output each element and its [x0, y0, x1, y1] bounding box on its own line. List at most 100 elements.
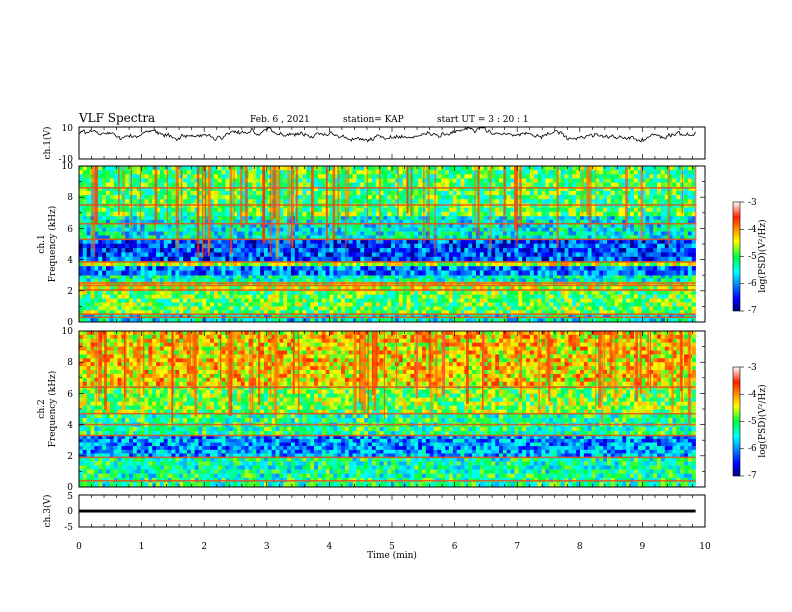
- spectrogram-cell: [352, 252, 357, 258]
- spectrogram-cell: [518, 265, 523, 271]
- spectrogram-cell: [387, 178, 392, 183]
- spectrogram-cell: [472, 318, 477, 323]
- spectrogram-cell: [545, 239, 550, 244]
- spectrogram-cell: [198, 170, 203, 175]
- spectrogram-cell: [664, 166, 669, 171]
- spectrogram-cell: [684, 270, 689, 276]
- spectrogram-cell: [522, 215, 527, 221]
- spectrogram-cell: [657, 239, 662, 244]
- spectrogram-cell: [198, 302, 203, 307]
- spectrogram-cell: [290, 256, 296, 262]
- spectrogram-cell: [240, 223, 246, 228]
- spectrogram-cell: [410, 219, 415, 225]
- spectrogram-cell: [352, 294, 357, 299]
- spectrogram-cell: [348, 302, 353, 307]
- spectrogram-cell: [580, 298, 585, 303]
- spectrogram-cell: [448, 248, 454, 253]
- spectrogram-cell: [633, 243, 639, 249]
- spectrogram-cell: [433, 278, 438, 282]
- spectrogram-cell: [456, 235, 461, 240]
- spectrogram-cell: [283, 243, 288, 249]
- spectrogram-cell: [198, 252, 203, 258]
- spectrogram-cell: [317, 270, 323, 276]
- spectrogram-cell: [599, 170, 604, 175]
- spectrogram-cell: [583, 278, 588, 282]
- spectrogram-cell: [572, 219, 577, 225]
- spectrogram-cell: [244, 306, 249, 311]
- spectrogram-cell: [117, 178, 122, 183]
- spectrogram-cell: [487, 306, 492, 311]
- spectrogram-cell: [603, 223, 608, 228]
- spectrogram-cell: [522, 239, 527, 244]
- spectrogram-cell: [129, 306, 134, 311]
- spectrogram-cell: [614, 314, 619, 319]
- spectrogram-cell: [641, 170, 646, 175]
- spectrogram-cell: [298, 227, 303, 232]
- spectrogram-cell: [510, 239, 515, 244]
- spectrogram-cell: [152, 170, 157, 175]
- spectrogram-cell: [591, 166, 596, 171]
- spectrogram-cell: [502, 261, 508, 267]
- spectrogram-cell: [414, 318, 419, 323]
- spectrogram-cell: [233, 314, 238, 319]
- spectrogram-cell: [310, 290, 315, 295]
- spectrogram-cell: [364, 223, 369, 228]
- spectrogram-cell: [113, 318, 118, 323]
- spectrogram-cell: [233, 215, 238, 221]
- spectrogram-cell: [526, 178, 531, 183]
- spectrogram-cell: [580, 256, 585, 262]
- spectrogram-cell: [630, 178, 635, 183]
- spectrogram-cell: [237, 178, 242, 183]
- spectrogram-cell: [356, 248, 361, 253]
- spectrogram-cell: [448, 231, 454, 236]
- spectrogram-cell: [283, 286, 288, 292]
- spectrogram-cell: [86, 231, 91, 236]
- spectrogram-cell: [603, 302, 608, 307]
- spectrogram-cell: [483, 298, 488, 303]
- spectrogram-cell: [580, 306, 585, 311]
- spectrogram-cell: [406, 278, 411, 282]
- spectrogram-cell: [460, 231, 465, 236]
- spectrogram-cell: [263, 178, 269, 183]
- spectrogram-cell: [233, 182, 238, 188]
- spectrogram-cell: [82, 318, 87, 323]
- spectrogram-cell: [668, 178, 673, 183]
- spectrogram-cell: [263, 294, 269, 299]
- spectrogram-cell: [526, 286, 531, 292]
- spectrogram-cell: [606, 286, 612, 292]
- spectrogram-cell: [79, 166, 84, 171]
- spectrogram-cell: [668, 252, 673, 258]
- spectrogram-cell: [418, 231, 423, 236]
- spectrogram-cell: [398, 166, 404, 171]
- spectrogram-cell: [491, 275, 496, 279]
- spectrogram-cell: [260, 178, 265, 183]
- spectrogram-cell: [167, 231, 172, 236]
- spectrogram-cell: [225, 239, 230, 244]
- spectrogram-cell: [364, 227, 369, 232]
- spectrogram-cell: [256, 252, 261, 258]
- spectrogram-cell: [379, 314, 384, 319]
- spectrogram-cell: [240, 302, 246, 307]
- spectrogram-cell: [568, 231, 573, 236]
- spectrogram-cell: [383, 278, 388, 282]
- spectrogram-cell: [102, 223, 107, 228]
- spectrogram-cell: [395, 306, 400, 311]
- spectrogram-cell: [79, 318, 84, 323]
- spectrogram-cell: [163, 248, 168, 253]
- spectrogram-cell: [117, 275, 122, 279]
- spectrogram-cell: [237, 174, 242, 179]
- spectrogram-cell: [653, 306, 658, 311]
- spectrogram-cell: [310, 265, 315, 271]
- spectrogram-cell: [271, 231, 276, 236]
- spectrogram-cell: [402, 178, 407, 183]
- spectrogram-cell: [387, 256, 392, 262]
- spectrogram-cell: [529, 265, 535, 271]
- spectrogram-cell: [152, 243, 157, 249]
- spectrogram-cell: [522, 298, 527, 303]
- spectrogram-cell: [526, 231, 531, 236]
- spectrogram-cell: [287, 243, 292, 249]
- spectrogram-cell: [553, 223, 558, 228]
- spectrogram-cell: [533, 252, 538, 258]
- spectrogram-cell: [159, 270, 165, 276]
- spectrogram-cell: [302, 278, 307, 282]
